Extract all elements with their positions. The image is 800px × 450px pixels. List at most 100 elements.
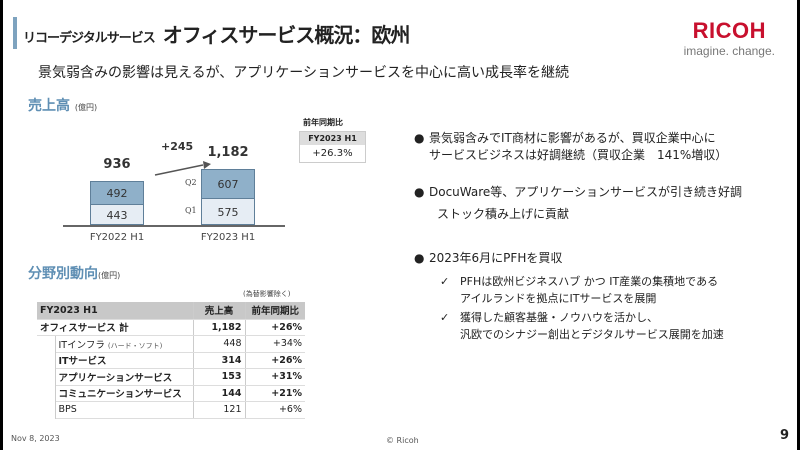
indent-cell	[37, 335, 56, 352]
series-label-q2: Q2	[185, 178, 197, 187]
bullet-line: 2023年6月にPFHを買収	[429, 251, 563, 265]
table-row: BPS 121 +6%	[37, 401, 305, 419]
sales-section-title: 売上高 (億円)	[28, 95, 97, 115]
segment-title: 分野別動向	[28, 266, 98, 282]
row-yoy: +26%	[244, 352, 305, 369]
increase-arrow-icon	[154, 161, 211, 176]
row-name: コミュニケーションサービス	[55, 385, 193, 402]
table-header: FY2023 H1 売上高 前年同期比	[37, 302, 305, 320]
series-label-q1: Q1	[185, 206, 197, 215]
row-name: アプリケーションサービス	[55, 368, 193, 386]
row-yoy: +31%	[244, 368, 305, 386]
title-accent-bar	[13, 17, 17, 49]
sales-unit: (億円)	[74, 103, 98, 112]
table-row: ITサービス 314 +26%	[37, 352, 305, 369]
row-label: アプリケーションサービス	[58, 372, 173, 384]
indent-cell	[37, 352, 56, 369]
yoy-value: +26.3%	[312, 148, 353, 159]
table-row: ITインフラ (ハード・ソフト) 448 +34%	[37, 335, 305, 353]
logo-text: RICOH	[692, 18, 766, 43]
page-number: 9	[779, 428, 789, 443]
bullet-text: 景気弱含みでIT商材に影響があるが、買収企業中心に サービスビジネスは好調継続（買…	[429, 130, 727, 164]
check-item: ✓ PFHは欧州ビジネスハブ かつ IT産業の集積地である アイルランドを拠点にIT…	[440, 273, 718, 307]
logo-tagline: imagine. change.	[683, 44, 775, 58]
check-text: PFHは欧州ビジネスハブ かつ IT産業の集積地である アイルランドを拠点にITサ…	[460, 273, 718, 307]
lead-text: 景気弱含みの影響は見えるが、アプリケーションサービスを中心に高い成長率を継続	[38, 65, 570, 81]
row-yoy: +26%	[244, 319, 305, 336]
bullet-item: ● 景気弱含みでIT商材に影響があるが、買収企業中心に サービスビジネスは好調継続（…	[414, 130, 727, 164]
bar-q1: 443	[90, 204, 144, 225]
bullet-line: 景気弱含みでIT商材に影響があるが、買収企業中心に	[429, 131, 716, 145]
bullet-item: ● DocuWare等、アプリケーションサービスが引き続き好調ストック積み上げに貢…	[414, 184, 742, 223]
row-name: オフィスサービス 計	[37, 319, 193, 336]
row-yoy: +34%	[244, 335, 305, 353]
x-tick-label: FY2023 H1	[200, 232, 256, 243]
bullet-dot-icon: ●	[414, 251, 425, 265]
row-sales: 314	[192, 352, 245, 369]
row-sales: 144	[192, 385, 245, 402]
row-yoy: +6%	[244, 401, 305, 419]
check-line: アイルランドを拠点にITサービスを展開	[460, 292, 657, 305]
title-company: リコーデジタルサービス	[23, 31, 156, 46]
footer-date: Nov 8, 2023	[11, 434, 60, 443]
check-text: 獲得した顧客基盤・ノウハウを活かし、汎欧でのシナジー創出とデジタルサービス展開を…	[460, 309, 724, 343]
slide: リコーデジタルサービス オフィスサービス概況：欧州 RICOH imagine.…	[3, 0, 797, 450]
row-yoy: +21%	[244, 385, 305, 402]
checkmark-icon: ✓	[440, 275, 450, 288]
bar-total-label: 936	[103, 157, 131, 172]
check-line: PFHは欧州ビジネスハブ かつ IT産業の集積地である	[460, 275, 719, 288]
row-label: ITインフラ	[58, 339, 105, 351]
bullet-line: DocuWare等、アプリケーションサービスが引き続き好調	[429, 185, 743, 199]
bullet-item: ● 2023年6月にPFHを買収	[414, 250, 562, 267]
check-line: 獲得した顧客基盤・ノウハウを活かし、	[460, 311, 658, 324]
table-row: コミュニケーションサービス 144 +21%	[37, 385, 305, 402]
check-item: ✓ 獲得した顧客基盤・ノウハウを活かし、汎欧でのシナジー創出とデジタルサービス展開…	[440, 309, 724, 343]
row-sales: 153	[192, 368, 245, 386]
header-sales: 売上高	[192, 302, 245, 320]
bullet-dot-icon: ●	[414, 185, 425, 199]
yoy-box: FY2023 H1 +26.3%	[299, 131, 366, 163]
row-label: ITサービス	[58, 356, 107, 368]
yoy-period: FY2023 H1	[300, 132, 365, 145]
title-row: リコーデジタルサービス オフィスサービス概況：欧州	[23, 19, 411, 48]
indent-cell	[37, 385, 56, 402]
bullet-dot-icon: ●	[414, 131, 425, 145]
sales-title: 売上高	[28, 98, 70, 114]
footer-copyright: © Ricoh	[386, 436, 419, 445]
chart-baseline	[63, 225, 285, 227]
row-label: BPS	[58, 404, 77, 416]
row-label: コミュニケーションサービス	[58, 389, 182, 401]
row-name: BPS	[55, 401, 193, 419]
bullet-text: DocuWare等、アプリケーションサービスが引き続き好調ストック積み上げに貢献	[429, 184, 742, 223]
page-title: オフィスサービス概況：欧州	[162, 23, 411, 47]
x-tick-label: FY2022 H1	[89, 232, 145, 243]
ricoh-logo: RICOH imagine. change.	[684, 18, 775, 58]
row-name: ITインフラ (ハード・ソフト)	[55, 335, 193, 353]
row-sales: 1,182	[192, 319, 245, 336]
check-line: 汎欧でのシナジー創出とデジタルサービス展開を加速	[460, 328, 724, 341]
bar-q2: 492	[90, 181, 144, 205]
segment-table: FY2023 H1 売上高 前年同期比 オフィスサービス 計 1,182 +26% ITイン…	[37, 302, 305, 419]
bar-q2: 607	[201, 169, 255, 199]
bullet-line: ストック積み上げに貢献	[437, 207, 570, 221]
checkmark-icon: ✓	[440, 311, 450, 324]
header-period: FY2023 H1	[37, 302, 193, 320]
segment-unit: (億円)	[98, 271, 121, 280]
bullet-line: サービスビジネスは好調継続（買収企業 141%増収）	[429, 148, 728, 162]
table-row: アプリケーションサービス 153 +31%	[37, 368, 305, 386]
row-sublabel: (ハード・ソフト)	[107, 341, 163, 350]
yoy-title: 前年同期比	[303, 118, 343, 127]
segment-section-title: 分野別動向(億円)	[28, 263, 120, 283]
indent-cell	[37, 368, 56, 385]
row-sales: 448	[192, 335, 245, 353]
increase-label: +245	[161, 140, 194, 153]
bar-total-label: 1,182	[207, 145, 249, 160]
header-yoy: 前年同期比	[244, 302, 305, 320]
table-row-total: オフィスサービス 計 1,182 +26%	[37, 319, 305, 336]
bar-q1: 575	[201, 198, 255, 225]
row-sales: 121	[192, 401, 245, 419]
bullet-text: 2023年6月にPFHを買収	[429, 250, 562, 267]
row-name: ITサービス	[55, 352, 193, 369]
fx-note: (為替影響除く)	[243, 290, 291, 298]
indent-cell	[37, 401, 56, 418]
